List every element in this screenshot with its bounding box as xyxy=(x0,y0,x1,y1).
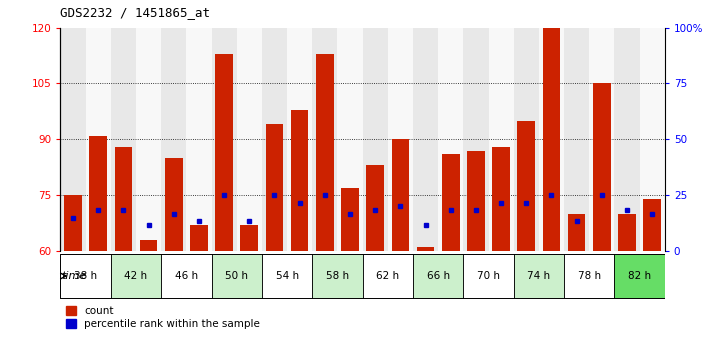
Bar xyxy=(564,28,589,251)
Bar xyxy=(85,28,111,251)
Bar xyxy=(237,28,262,251)
Bar xyxy=(363,28,387,251)
Bar xyxy=(161,254,212,298)
Bar xyxy=(542,28,560,251)
Bar xyxy=(60,254,111,298)
Bar xyxy=(240,225,258,251)
Bar xyxy=(266,125,283,251)
Bar xyxy=(593,83,611,251)
Legend: count, percentile rank within the sample: count, percentile rank within the sample xyxy=(65,306,260,329)
Bar xyxy=(614,28,640,251)
Bar xyxy=(212,254,262,298)
Bar xyxy=(363,254,413,298)
Text: 62 h: 62 h xyxy=(376,271,400,281)
Bar xyxy=(618,214,636,251)
Bar xyxy=(417,247,434,251)
Text: 38 h: 38 h xyxy=(74,271,97,281)
Bar xyxy=(114,147,132,251)
Bar xyxy=(464,28,488,251)
Bar xyxy=(643,199,661,251)
Text: 70 h: 70 h xyxy=(477,271,500,281)
Bar xyxy=(212,28,237,251)
Bar xyxy=(111,28,136,251)
Bar xyxy=(262,28,287,251)
Bar xyxy=(215,54,233,251)
Bar xyxy=(186,28,212,251)
Text: time: time xyxy=(61,271,86,281)
Bar xyxy=(262,254,312,298)
Bar xyxy=(312,28,338,251)
Bar xyxy=(190,225,208,251)
Bar xyxy=(438,28,464,251)
Bar xyxy=(387,28,413,251)
Bar xyxy=(287,28,312,251)
Bar xyxy=(316,54,333,251)
Bar xyxy=(589,28,614,251)
Bar xyxy=(392,139,410,251)
Bar xyxy=(413,254,464,298)
Text: 42 h: 42 h xyxy=(124,271,148,281)
Bar xyxy=(539,28,564,251)
Text: 66 h: 66 h xyxy=(427,271,450,281)
Bar xyxy=(442,154,459,251)
Bar xyxy=(413,28,438,251)
Bar xyxy=(165,158,183,251)
Bar xyxy=(90,136,107,251)
Bar xyxy=(514,254,564,298)
Bar xyxy=(640,28,665,251)
Text: 54 h: 54 h xyxy=(275,271,299,281)
Bar xyxy=(614,254,665,298)
Text: 50 h: 50 h xyxy=(225,271,248,281)
Bar xyxy=(464,254,514,298)
Bar xyxy=(161,28,186,251)
Bar xyxy=(111,254,161,298)
Bar xyxy=(136,28,161,251)
Bar xyxy=(514,28,539,251)
Bar xyxy=(60,28,85,251)
Text: 82 h: 82 h xyxy=(628,271,651,281)
Bar xyxy=(488,28,514,251)
Text: 74 h: 74 h xyxy=(528,271,550,281)
Bar xyxy=(467,150,485,251)
Bar xyxy=(140,240,157,251)
Bar xyxy=(291,110,309,251)
Bar xyxy=(492,147,510,251)
Bar xyxy=(338,28,363,251)
Bar xyxy=(341,188,359,251)
Bar xyxy=(366,166,384,251)
Bar xyxy=(564,254,614,298)
Bar xyxy=(518,121,535,251)
Text: GDS2232 / 1451865_at: GDS2232 / 1451865_at xyxy=(60,6,210,19)
Text: 58 h: 58 h xyxy=(326,271,349,281)
Bar xyxy=(568,214,585,251)
Text: 46 h: 46 h xyxy=(175,271,198,281)
Bar xyxy=(64,195,82,251)
Bar xyxy=(312,254,363,298)
Text: 78 h: 78 h xyxy=(577,271,601,281)
